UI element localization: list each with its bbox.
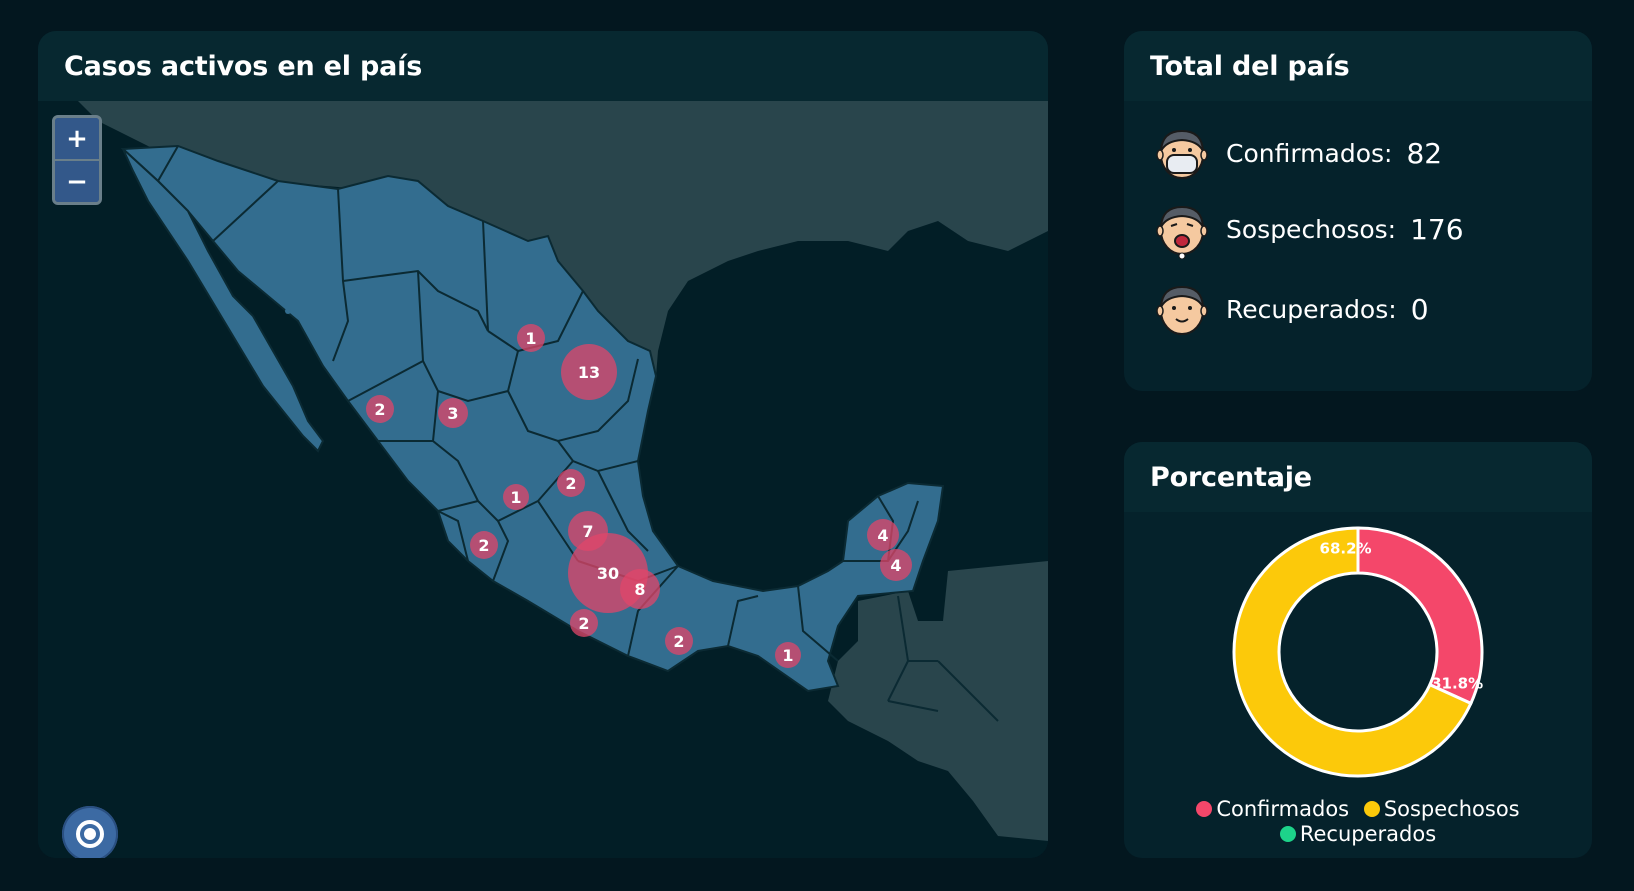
percent-panel: Porcentaje 31.8% 68.2% Confirmados Sospec… xyxy=(1124,442,1592,858)
case-marker[interactable]: 1 xyxy=(517,324,545,352)
masked-face-icon xyxy=(1156,129,1208,179)
case-marker[interactable]: 2 xyxy=(557,469,585,497)
legend-label: Sospechosos xyxy=(1383,797,1520,821)
case-marker[interactable]: 2 xyxy=(366,395,394,423)
legend-swatch xyxy=(1196,801,1213,817)
stat-sospechosos: Sospechosos: 176 xyxy=(1154,199,1464,259)
target-icon xyxy=(76,820,104,848)
stat-value: 82 xyxy=(1406,136,1443,170)
case-marker[interactable]: 3 xyxy=(438,398,468,428)
case-marker[interactable]: 2 xyxy=(470,531,498,559)
legend-item-recuperados[interactable]: Recuperados xyxy=(1279,822,1437,846)
baja-california-landmass xyxy=(122,148,325,453)
stat-confirmados: Confirmados: 82 xyxy=(1154,123,1442,183)
legend-label: Confirmados xyxy=(1216,797,1350,821)
legend-item-confirmados[interactable]: Confirmados xyxy=(1196,797,1349,821)
total-panel: Total del país Confirmados: 82 Sospechos… xyxy=(1124,31,1592,391)
donut-slice-sospechosos[interactable] xyxy=(1232,526,1473,778)
legend-label: Recuperados xyxy=(1299,822,1437,846)
case-marker[interactable]: 4 xyxy=(880,549,912,581)
map-panel: Casos activos en el país xyxy=(38,31,1048,858)
legend-swatch xyxy=(1279,826,1296,842)
locate-button[interactable] xyxy=(62,806,118,858)
legend-swatch xyxy=(1363,801,1380,817)
stat-label: Confirmados: xyxy=(1226,138,1393,168)
chart-legend: Confirmados Sospechosos xyxy=(1124,797,1592,822)
donut-label: 31.8% xyxy=(1431,674,1483,692)
chart-legend-row2: Recuperados xyxy=(1124,822,1592,847)
sick-face-icon xyxy=(1156,205,1208,259)
total-panel-title: Total del país xyxy=(1124,31,1592,101)
zoom-in-button[interactable]: + xyxy=(55,118,99,159)
zoom-control: + − xyxy=(52,115,102,205)
mexico-landmass xyxy=(120,144,945,693)
percent-panel-title: Porcentaje xyxy=(1124,442,1592,512)
case-marker[interactable]: 2 xyxy=(665,627,693,655)
map-area[interactable]: + − 1 13 2 3 2 1 7 2 30 8 2 2 1 4 4 xyxy=(38,101,1048,858)
legend-item-sospechosos[interactable]: Sospechosos xyxy=(1363,797,1520,821)
map-canvas[interactable] xyxy=(38,101,1048,858)
donut-slice-confirmados[interactable] xyxy=(1356,526,1484,706)
case-marker[interactable]: 13 xyxy=(561,344,617,400)
stat-label: Sospechosos: xyxy=(1226,214,1397,244)
donut-label: 68.2% xyxy=(1320,540,1372,558)
case-marker[interactable]: 1 xyxy=(503,484,529,510)
healthy-face-icon xyxy=(1156,285,1208,335)
map-panel-title: Casos activos en el país xyxy=(38,31,1048,101)
zoom-out-button[interactable]: − xyxy=(55,159,99,202)
case-marker[interactable]: 1 xyxy=(775,642,801,668)
case-marker[interactable]: 8 xyxy=(620,569,660,609)
stat-recuperados: Recuperados: 0 xyxy=(1154,279,1429,339)
donut-chart: 31.8% 68.2% xyxy=(1232,526,1484,778)
stat-label: Recuperados: xyxy=(1226,294,1397,324)
central-america-landmass xyxy=(828,561,1048,841)
usa-landmass xyxy=(78,101,1048,376)
stat-value: 0 xyxy=(1410,292,1429,326)
case-marker[interactable]: 2 xyxy=(570,609,598,637)
case-marker[interactable]: 4 xyxy=(867,519,899,551)
stat-value: 176 xyxy=(1410,212,1464,246)
